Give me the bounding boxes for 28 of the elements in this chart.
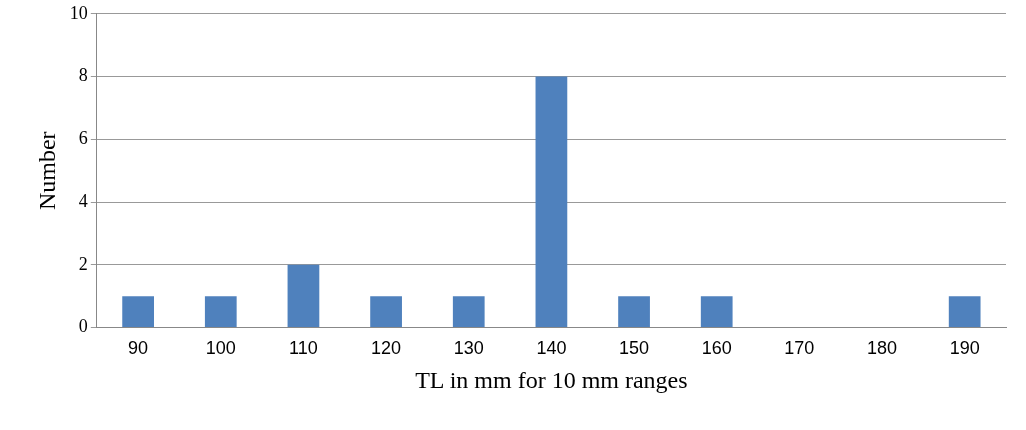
x-tick-label: 130 xyxy=(453,338,484,359)
bar xyxy=(618,296,650,328)
x-tick-label: 180 xyxy=(866,338,898,359)
x-tick-label: 170 xyxy=(784,338,815,359)
bar xyxy=(452,296,485,328)
x-tick-label: 140 xyxy=(536,338,567,359)
bar xyxy=(948,296,981,328)
bar xyxy=(700,296,733,328)
bar xyxy=(287,264,320,328)
x-tick-label: 160 xyxy=(701,338,732,359)
x-tick-label: 120 xyxy=(371,338,402,359)
x-tick-label: 100 xyxy=(205,338,236,359)
x-tick-label: 190 xyxy=(949,338,980,359)
x-tick-label: 90 xyxy=(128,338,149,359)
bar xyxy=(204,296,237,328)
y-tick-label: 0 xyxy=(78,316,88,337)
y-tick-label: 6 xyxy=(78,128,88,149)
y-tick-label: 10 xyxy=(69,2,88,23)
y-axis-title: Number xyxy=(33,131,60,211)
y-tick-label: 8 xyxy=(78,65,88,86)
x-tick-label: 150 xyxy=(619,338,650,359)
x-tick-label: 110 xyxy=(289,338,318,359)
y-tick-label: 4 xyxy=(78,190,88,211)
y-tick-label: 2 xyxy=(78,253,88,274)
bar xyxy=(535,76,568,328)
bar xyxy=(122,296,154,328)
bar xyxy=(370,296,402,328)
x-axis-title: TL in mm for 10 mm ranges xyxy=(415,366,688,393)
